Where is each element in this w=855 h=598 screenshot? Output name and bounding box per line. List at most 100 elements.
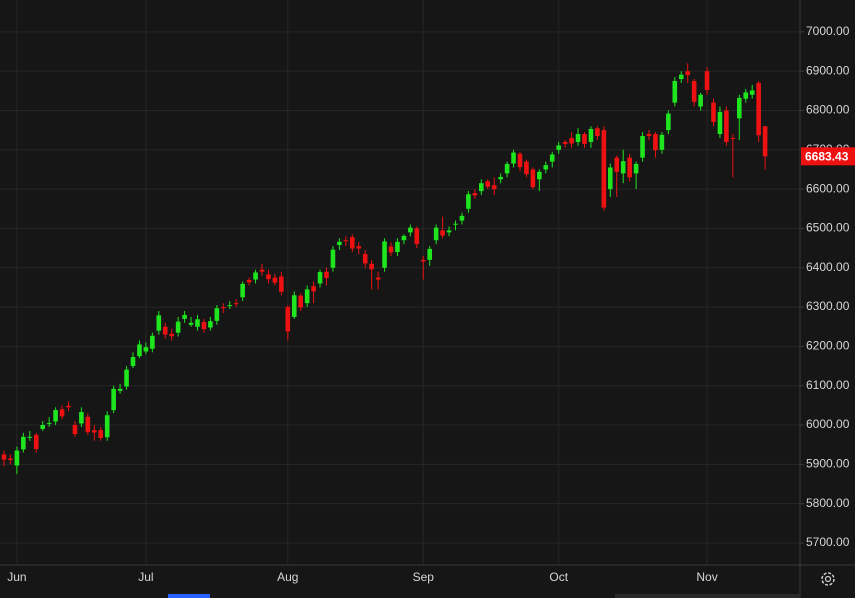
candle-body bbox=[130, 357, 136, 367]
candle-body bbox=[79, 412, 84, 424]
candle-body bbox=[104, 415, 110, 438]
candle-body bbox=[633, 163, 639, 174]
x-tick-label: Aug bbox=[277, 570, 298, 584]
candle-body bbox=[575, 134, 581, 142]
candle-body bbox=[666, 113, 671, 131]
candle-body bbox=[279, 276, 284, 292]
candle-body bbox=[53, 410, 58, 422]
candle-body bbox=[195, 319, 200, 327]
candle-body bbox=[33, 434, 39, 450]
candle-body bbox=[259, 269, 265, 272]
candle-body bbox=[285, 307, 291, 332]
candle-body bbox=[427, 248, 432, 260]
candle-body bbox=[743, 92, 749, 99]
candle-body bbox=[549, 154, 555, 162]
candle-body bbox=[627, 157, 632, 178]
candle-body bbox=[66, 405, 71, 408]
x-tick-label: Jun bbox=[7, 570, 26, 584]
x-tick-label: Oct bbox=[549, 570, 568, 584]
candle-body bbox=[704, 71, 710, 91]
candle-body bbox=[446, 230, 452, 233]
candle-body bbox=[298, 295, 303, 308]
candle-body bbox=[291, 295, 297, 317]
candle-body bbox=[530, 169, 536, 188]
grid bbox=[0, 0, 800, 565]
candle-body bbox=[266, 274, 271, 280]
candle-body bbox=[614, 157, 620, 172]
candle-body bbox=[150, 335, 155, 349]
candle-body bbox=[253, 272, 258, 280]
candle-body bbox=[40, 425, 45, 429]
candle-body bbox=[343, 240, 349, 242]
candle-body bbox=[459, 215, 465, 221]
candle-body bbox=[588, 128, 594, 142]
candle-body bbox=[724, 110, 729, 142]
candle-body bbox=[382, 241, 387, 268]
candle-body bbox=[59, 409, 65, 417]
candle-body bbox=[762, 126, 768, 157]
candle-body bbox=[601, 130, 607, 208]
candle-body bbox=[14, 450, 20, 466]
candle-body bbox=[137, 344, 142, 357]
candle-body bbox=[691, 80, 697, 102]
last-price-box bbox=[801, 147, 855, 166]
candle-body bbox=[620, 161, 626, 174]
candle-body bbox=[143, 347, 149, 352]
last-price-label: 6683.43 bbox=[805, 149, 849, 163]
candle-body bbox=[433, 227, 439, 241]
y-tick-label: 6600.00 bbox=[806, 181, 850, 195]
x-tick-label: Jul bbox=[138, 570, 153, 584]
y-tick-label: 5800.00 bbox=[806, 496, 850, 510]
candle-body bbox=[233, 303, 239, 305]
scrollbar[interactable] bbox=[615, 594, 800, 598]
candle-body bbox=[124, 369, 129, 387]
y-tick-label: 5900.00 bbox=[806, 457, 850, 471]
candle-body bbox=[182, 314, 187, 319]
candle-body bbox=[92, 430, 97, 433]
y-tick-label: 6400.00 bbox=[806, 260, 850, 274]
candles bbox=[1, 63, 768, 475]
candle-body bbox=[537, 171, 542, 180]
y-tick-label: 6200.00 bbox=[806, 339, 850, 353]
candle-body bbox=[698, 94, 703, 107]
settings-icon[interactable] bbox=[821, 572, 835, 586]
candle-body bbox=[646, 134, 652, 137]
candle-body bbox=[272, 277, 278, 283]
x-tick-label: Nov bbox=[696, 570, 717, 584]
candle-body bbox=[543, 165, 549, 170]
candle-body bbox=[485, 181, 491, 187]
candle-body bbox=[511, 152, 516, 164]
y-tick-label: 6000.00 bbox=[806, 417, 850, 431]
candle-body bbox=[569, 138, 574, 144]
candle-body bbox=[608, 167, 613, 190]
candle-body bbox=[388, 246, 394, 253]
candle-body bbox=[214, 308, 220, 321]
range-tab[interactable] bbox=[168, 594, 210, 598]
candle-body bbox=[640, 136, 645, 158]
y-tick-label: 5700.00 bbox=[806, 535, 850, 549]
candle-body bbox=[711, 102, 716, 122]
candle-body bbox=[562, 141, 568, 144]
candle-body bbox=[156, 315, 162, 331]
candle-body bbox=[749, 90, 755, 95]
y-tick-label: 7000.00 bbox=[806, 24, 850, 38]
candle-body bbox=[453, 223, 458, 225]
candle-body bbox=[659, 134, 665, 150]
candle-body bbox=[246, 279, 252, 283]
candle-body bbox=[504, 163, 510, 174]
candle-body bbox=[72, 425, 78, 435]
candle-body bbox=[311, 286, 316, 292]
x-tick-label: Sep bbox=[413, 570, 435, 584]
candle-body bbox=[472, 193, 478, 196]
candle-body bbox=[414, 228, 420, 245]
candle-body bbox=[556, 145, 561, 150]
candle-body bbox=[27, 436, 33, 438]
candle-body bbox=[337, 241, 342, 245]
candle-body bbox=[169, 333, 174, 337]
y-tick-label: 6300.00 bbox=[806, 299, 850, 313]
candle-body bbox=[304, 289, 310, 304]
candle-body bbox=[356, 246, 362, 249]
candle-body bbox=[466, 194, 471, 209]
